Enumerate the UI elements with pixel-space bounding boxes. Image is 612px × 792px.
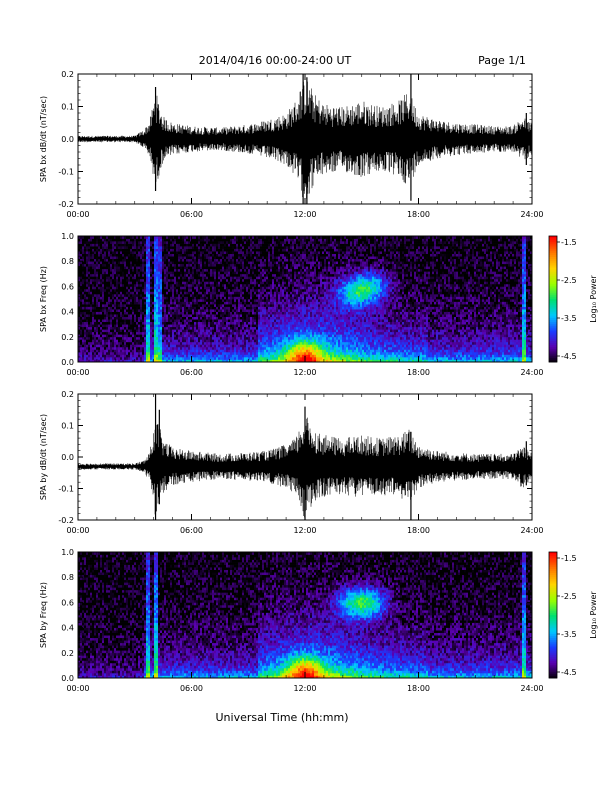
panel-2-heatmap-cells [78, 236, 533, 363]
panel-3-xtick-label: 00:00 [66, 526, 89, 535]
panel-4-ytick-label: 0.6 [61, 598, 74, 607]
panel-2-xtick-label: 00:00 [66, 368, 89, 377]
panel-3-xtick-label: 24:00 [520, 526, 543, 535]
panel-4-xtick-label: 18:00 [407, 684, 430, 693]
panel-3-ytick-label: -0.1 [58, 485, 74, 494]
panel-1-trace [77, 81, 532, 199]
panel-4-colorbar-tick-label: -1.5 [561, 554, 577, 563]
panel-1-ytick-label: -0.2 [58, 200, 74, 209]
figure-title: 2014/04/16 00:00-24:00 UT [199, 54, 352, 67]
panel-2-xtick-label: 18:00 [407, 368, 430, 377]
panel-2-xtick-label: 24:00 [520, 368, 543, 377]
panel-2-ytick-label: 1.0 [61, 232, 74, 241]
panel-4-ylabel: SPA by Freq (Hz) [39, 582, 48, 648]
panel-1: 0.2 0.1 0.0 -0.1 -0.200:00 06:00 12:00 18:00 24:… [39, 70, 544, 219]
panel-2-colorbar-label: Log₁₀ Power [589, 275, 598, 323]
panel-2-ylabel: SPA bx Freq (Hz) [39, 266, 48, 332]
panel-2-ytick-label: 0.8 [61, 257, 74, 266]
panel-3-frame [77, 393, 533, 521]
panel-2-colorbar-tick-label: -3.5 [561, 314, 577, 323]
panel-4-ytick-label: 0.8 [61, 573, 74, 582]
panel-1-ytick-label: -0.1 [58, 168, 74, 177]
panel-4-colorbar-tick-label: -3.5 [561, 630, 577, 639]
panel-2-colorbar: -1.5 -2.5 -3.5 -4.5 Log₁₀ Power [548, 235, 598, 363]
panel-2-xtick-label: 06:00 [180, 368, 203, 377]
page-indicator: Page 1/1 [478, 54, 526, 67]
panel-3-ytick-label: -0.2 [58, 516, 74, 525]
panel-4-colorbar: -1.5 -2.5 -3.5 -4.5 Log₁₀ Power [548, 551, 598, 679]
panel-1-xtick-label: 06:00 [180, 210, 203, 219]
panel-2-ytick-label: 0.0 [61, 358, 74, 367]
panel-3: 0.2 0.1 0.0 -0.1 -0.200:00 06:00 12:00 18:00 24:… [39, 390, 544, 535]
panel-4-colorbar-tick-label: -2.5 [561, 592, 577, 601]
panel-4-xtick-label: 24:00 [520, 684, 543, 693]
panel-4: -1.5 -2.5 -3.5 -4.5 Log₁₀ Power 1.0 0.8 0.6 0.4 0… [39, 548, 598, 693]
panel-4-xtick-label: 00:00 [66, 684, 89, 693]
panel-2: -1.5 -2.5 -3.5 -4.5 Log₁₀ Power 1.0 0.8 0.6 0.4 0… [39, 232, 598, 377]
panel-4-frame [77, 551, 533, 679]
panel-3-ytick-label: 0.0 [61, 453, 74, 462]
panel-2-ytick-label: 0.2 [61, 333, 74, 342]
panel-2-frame [77, 235, 533, 363]
panel-1-xtick-label: 12:00 [293, 210, 316, 219]
panel-3-xtick-label: 12:00 [293, 526, 316, 535]
panel-2-colorbar-tick-label: -4.5 [561, 352, 577, 361]
panel-2-ytick-label: 0.4 [61, 308, 74, 317]
panel-1-xtick-label: 24:00 [520, 210, 543, 219]
panel-1-ytick-label: 0.1 [61, 103, 74, 112]
panel-4-heatmap-cells [78, 552, 533, 679]
panel-4-ytick-label: 0.2 [61, 649, 74, 658]
panels: 0.20.10.0-0.1-0.200:00 06:00 12:00 18:00 24:… [39, 70, 598, 693]
panel-1-frame [77, 73, 533, 205]
panel-4-colorbar-tick-label: -4.5 [561, 668, 577, 677]
panel-1-xtick-label: 18:00 [407, 210, 430, 219]
panel-2-xtick-label: 12:00 [293, 368, 316, 377]
panel-4-xtick-label: 06:00 [180, 684, 203, 693]
panel-4-xtick-label: 12:00 [293, 684, 316, 693]
panel-1-ylabel: SPA bx dB/dt (nT/sec) [39, 96, 48, 182]
panel-4-colorbar-label: Log₁₀ Power [589, 591, 598, 639]
panel-2-colorbar-tick-label: -2.5 [561, 276, 577, 285]
panel-3-ytick-label: 0.2 [61, 390, 74, 399]
panel-3-xtick-label: 06:00 [180, 526, 203, 535]
panel-4-ytick-label: 0.4 [61, 624, 74, 633]
panel-1-xtick-label: 00:00 [66, 210, 89, 219]
panel-4-ytick-label: 1.0 [61, 548, 74, 557]
panel-2-colorbar-tick-label: -1.5 [561, 238, 577, 247]
panel-1-ytick-label: 0.2 [61, 70, 74, 79]
x-axis-title: Universal Time (hh:mm) [216, 711, 349, 724]
panel-3-ytick-label: 0.1 [61, 422, 74, 431]
panel-3-ylabel: SPA by dB/dt (nT/sec) [39, 414, 48, 500]
panel-3-xtick-label: 18:00 [407, 526, 430, 535]
panel-1-ytick-label: 0.0 [61, 135, 74, 144]
panel-4-ytick-label: 0.0 [61, 674, 74, 683]
panel-2-ytick-label: 0.6 [61, 282, 74, 291]
